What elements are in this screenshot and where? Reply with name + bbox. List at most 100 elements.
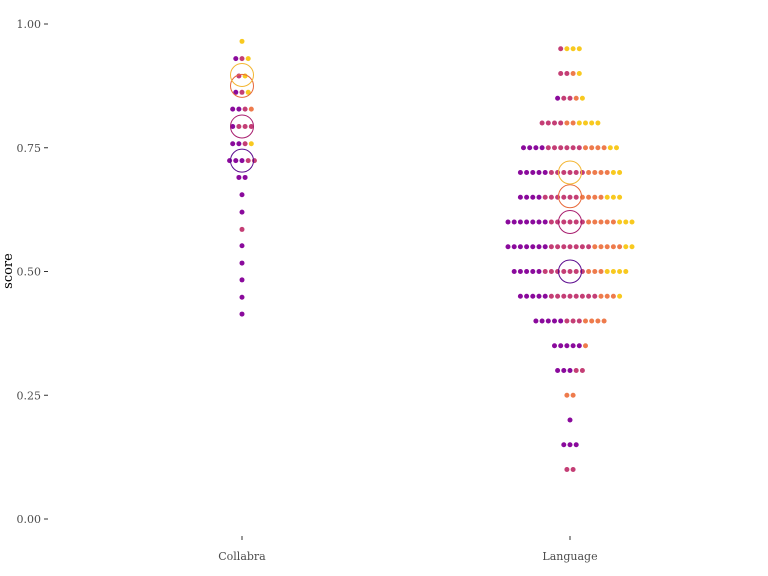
data-dot xyxy=(564,46,570,52)
data-dot xyxy=(539,120,545,126)
data-dot xyxy=(570,318,576,324)
data-dot xyxy=(536,244,542,250)
data-dot xyxy=(579,368,585,373)
y-tick-label: 0.25 xyxy=(17,389,42,402)
data-dot xyxy=(617,244,623,250)
data-dot xyxy=(610,219,616,225)
data-dot xyxy=(570,392,576,398)
data-dot xyxy=(573,95,579,101)
data-dot xyxy=(239,158,245,164)
data-dot xyxy=(601,145,607,151)
data-dot xyxy=(561,269,567,274)
data-dot xyxy=(239,294,245,300)
data-dot xyxy=(604,269,610,274)
data-dot xyxy=(536,293,542,299)
data-dot xyxy=(561,293,567,299)
data-dot xyxy=(573,170,579,175)
data-dot xyxy=(536,219,542,225)
data-dot xyxy=(230,141,236,147)
data-dot xyxy=(570,343,576,349)
data-dot xyxy=(579,269,585,274)
data-dot xyxy=(573,194,579,200)
data-dot xyxy=(548,194,554,200)
data-dot xyxy=(239,243,245,249)
data-dot xyxy=(583,318,588,324)
summary-ring xyxy=(230,114,254,139)
data-dot xyxy=(248,123,254,129)
data-dot xyxy=(576,343,582,349)
data-dot xyxy=(524,244,530,250)
data-dot xyxy=(579,95,585,101)
data-dot xyxy=(561,368,567,373)
data-dot xyxy=(617,170,623,175)
x-tick-label: Collabra xyxy=(218,550,266,563)
data-dot xyxy=(239,226,245,232)
data-dot xyxy=(236,174,242,180)
data-dot xyxy=(239,89,245,95)
data-dot xyxy=(558,120,564,126)
data-dot xyxy=(524,194,530,200)
data-dot xyxy=(610,244,616,250)
data-dot xyxy=(521,145,526,151)
y-tick-label: 0.75 xyxy=(17,142,42,155)
data-dot xyxy=(583,343,588,349)
data-dot xyxy=(573,269,579,274)
data-dot xyxy=(604,170,610,175)
summary-ring xyxy=(230,62,254,87)
data-dot xyxy=(511,244,517,250)
data-dot xyxy=(524,219,530,225)
data-dot xyxy=(552,120,557,126)
data-dot xyxy=(586,244,592,250)
data-dot xyxy=(570,467,576,472)
data-dot xyxy=(530,219,536,225)
data-dot xyxy=(548,293,554,299)
data-dot xyxy=(239,260,245,266)
data-dot xyxy=(573,368,579,373)
data-dot xyxy=(233,56,239,62)
data-dot xyxy=(533,318,539,324)
data-dot xyxy=(564,343,570,349)
data-dot xyxy=(567,95,573,101)
data-dot xyxy=(561,95,567,101)
data-dot xyxy=(617,269,623,274)
data-dot xyxy=(564,120,570,126)
data-dot xyxy=(555,170,561,175)
data-dot xyxy=(598,219,604,225)
data-dot xyxy=(607,145,613,151)
data-dot xyxy=(561,244,567,250)
data-dot xyxy=(524,293,530,299)
data-dot xyxy=(555,293,561,299)
dot-layer xyxy=(227,38,635,472)
data-dot xyxy=(598,170,604,175)
data-dot xyxy=(595,318,601,324)
data-dot xyxy=(242,141,248,147)
data-dot xyxy=(604,244,610,250)
summary-layer xyxy=(230,62,582,284)
data-dot xyxy=(589,318,595,324)
data-dot xyxy=(517,170,523,175)
data-dot xyxy=(629,244,635,250)
data-dot xyxy=(576,120,582,126)
data-dot xyxy=(586,293,592,299)
data-dot xyxy=(592,269,598,274)
data-dot xyxy=(567,368,573,373)
data-dot xyxy=(239,209,245,215)
data-dot xyxy=(579,244,585,250)
data-dot xyxy=(579,170,585,175)
data-dot xyxy=(561,219,567,225)
summary-ring xyxy=(558,184,582,209)
data-dot xyxy=(598,269,604,274)
data-dot xyxy=(239,56,245,62)
data-dot xyxy=(533,145,539,151)
data-dot xyxy=(555,95,561,101)
data-dot xyxy=(595,120,601,126)
data-dot xyxy=(536,170,542,175)
data-dot xyxy=(610,194,616,200)
data-dot xyxy=(558,46,564,52)
data-dot xyxy=(586,170,592,175)
summary-ring xyxy=(558,259,582,284)
data-dot xyxy=(573,219,579,225)
y-axis: 0.00 0.25 0.50 0.75 1.00 xyxy=(17,18,48,526)
data-dot xyxy=(555,244,561,250)
